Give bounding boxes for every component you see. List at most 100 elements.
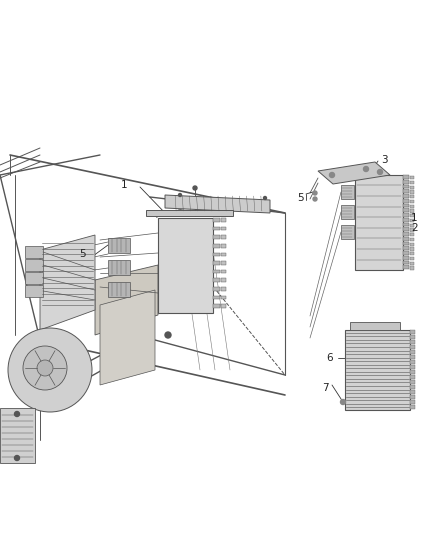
Bar xyxy=(221,278,226,282)
Text: 7: 7 xyxy=(321,383,328,393)
Circle shape xyxy=(165,332,171,338)
Bar xyxy=(403,222,409,227)
Bar xyxy=(410,385,415,389)
Bar xyxy=(213,235,220,239)
Bar xyxy=(213,227,220,230)
Bar xyxy=(221,253,226,256)
Bar xyxy=(410,205,414,208)
Bar xyxy=(25,285,43,297)
Bar xyxy=(108,238,130,253)
Bar xyxy=(345,330,410,410)
Bar xyxy=(410,185,414,189)
Bar xyxy=(410,262,414,265)
Bar xyxy=(410,380,415,384)
Bar xyxy=(341,225,354,239)
Bar xyxy=(350,322,400,330)
Bar xyxy=(0,408,35,463)
Bar xyxy=(403,175,409,179)
Polygon shape xyxy=(40,235,95,330)
Bar xyxy=(410,390,415,394)
Bar xyxy=(221,287,226,291)
Bar xyxy=(410,400,415,404)
Bar xyxy=(410,238,414,241)
Bar xyxy=(403,213,409,217)
Bar xyxy=(410,365,415,369)
Bar xyxy=(410,181,414,184)
Bar xyxy=(341,185,354,199)
Bar xyxy=(108,260,130,275)
Bar xyxy=(213,304,220,308)
Bar xyxy=(403,199,409,203)
Bar xyxy=(355,175,403,270)
Bar xyxy=(410,395,415,399)
Bar xyxy=(25,272,43,284)
Polygon shape xyxy=(318,162,390,184)
Bar xyxy=(403,246,409,250)
Circle shape xyxy=(313,197,317,201)
Bar xyxy=(221,304,226,308)
Text: 1: 1 xyxy=(121,180,127,190)
Bar xyxy=(403,180,409,184)
Bar xyxy=(410,228,414,231)
Polygon shape xyxy=(95,265,158,335)
Bar xyxy=(410,345,415,349)
Bar xyxy=(403,204,409,207)
Bar xyxy=(213,296,220,300)
Bar xyxy=(410,190,414,193)
Bar xyxy=(213,287,220,291)
Bar xyxy=(403,251,409,255)
Bar xyxy=(403,227,409,231)
Bar xyxy=(213,253,220,256)
Bar xyxy=(410,243,414,246)
Circle shape xyxy=(179,193,181,197)
Circle shape xyxy=(14,411,20,416)
Bar xyxy=(221,235,226,239)
Bar xyxy=(403,194,409,198)
Bar xyxy=(410,233,414,236)
Bar xyxy=(410,350,415,354)
Bar xyxy=(410,195,414,198)
Bar xyxy=(213,218,220,222)
Bar xyxy=(410,176,414,179)
Bar xyxy=(403,184,409,188)
Bar xyxy=(221,270,226,273)
Bar xyxy=(221,261,226,265)
Circle shape xyxy=(329,173,335,177)
Bar xyxy=(158,218,213,313)
Circle shape xyxy=(364,166,368,172)
Bar xyxy=(410,266,414,270)
Bar xyxy=(403,232,409,236)
Bar xyxy=(403,256,409,260)
Bar xyxy=(108,282,130,297)
Bar xyxy=(410,209,414,213)
Bar xyxy=(403,218,409,222)
Text: 5: 5 xyxy=(297,193,303,203)
Bar xyxy=(410,200,414,203)
Bar xyxy=(403,265,409,269)
Bar xyxy=(410,223,414,227)
Bar xyxy=(410,375,415,379)
Text: 6: 6 xyxy=(327,353,333,363)
Bar xyxy=(410,219,414,222)
Polygon shape xyxy=(100,290,155,385)
Bar xyxy=(410,360,415,364)
Text: 2: 2 xyxy=(411,223,417,233)
Bar xyxy=(403,208,409,212)
Circle shape xyxy=(37,360,53,376)
Bar xyxy=(403,241,409,245)
Bar xyxy=(25,259,43,271)
Circle shape xyxy=(14,456,20,461)
Circle shape xyxy=(378,169,382,174)
Circle shape xyxy=(8,328,92,412)
Bar xyxy=(410,330,415,334)
Bar xyxy=(25,246,43,258)
Bar xyxy=(410,370,415,374)
Circle shape xyxy=(340,400,346,405)
Bar xyxy=(213,278,220,282)
Bar xyxy=(221,218,226,222)
Bar xyxy=(410,335,415,339)
Bar xyxy=(410,214,414,217)
Bar xyxy=(403,189,409,193)
Bar xyxy=(410,405,415,409)
Bar xyxy=(403,237,409,240)
